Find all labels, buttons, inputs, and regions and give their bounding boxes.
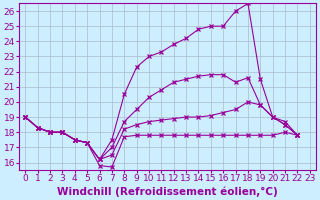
X-axis label: Windchill (Refroidissement éolien,°C): Windchill (Refroidissement éolien,°C) (57, 186, 278, 197)
